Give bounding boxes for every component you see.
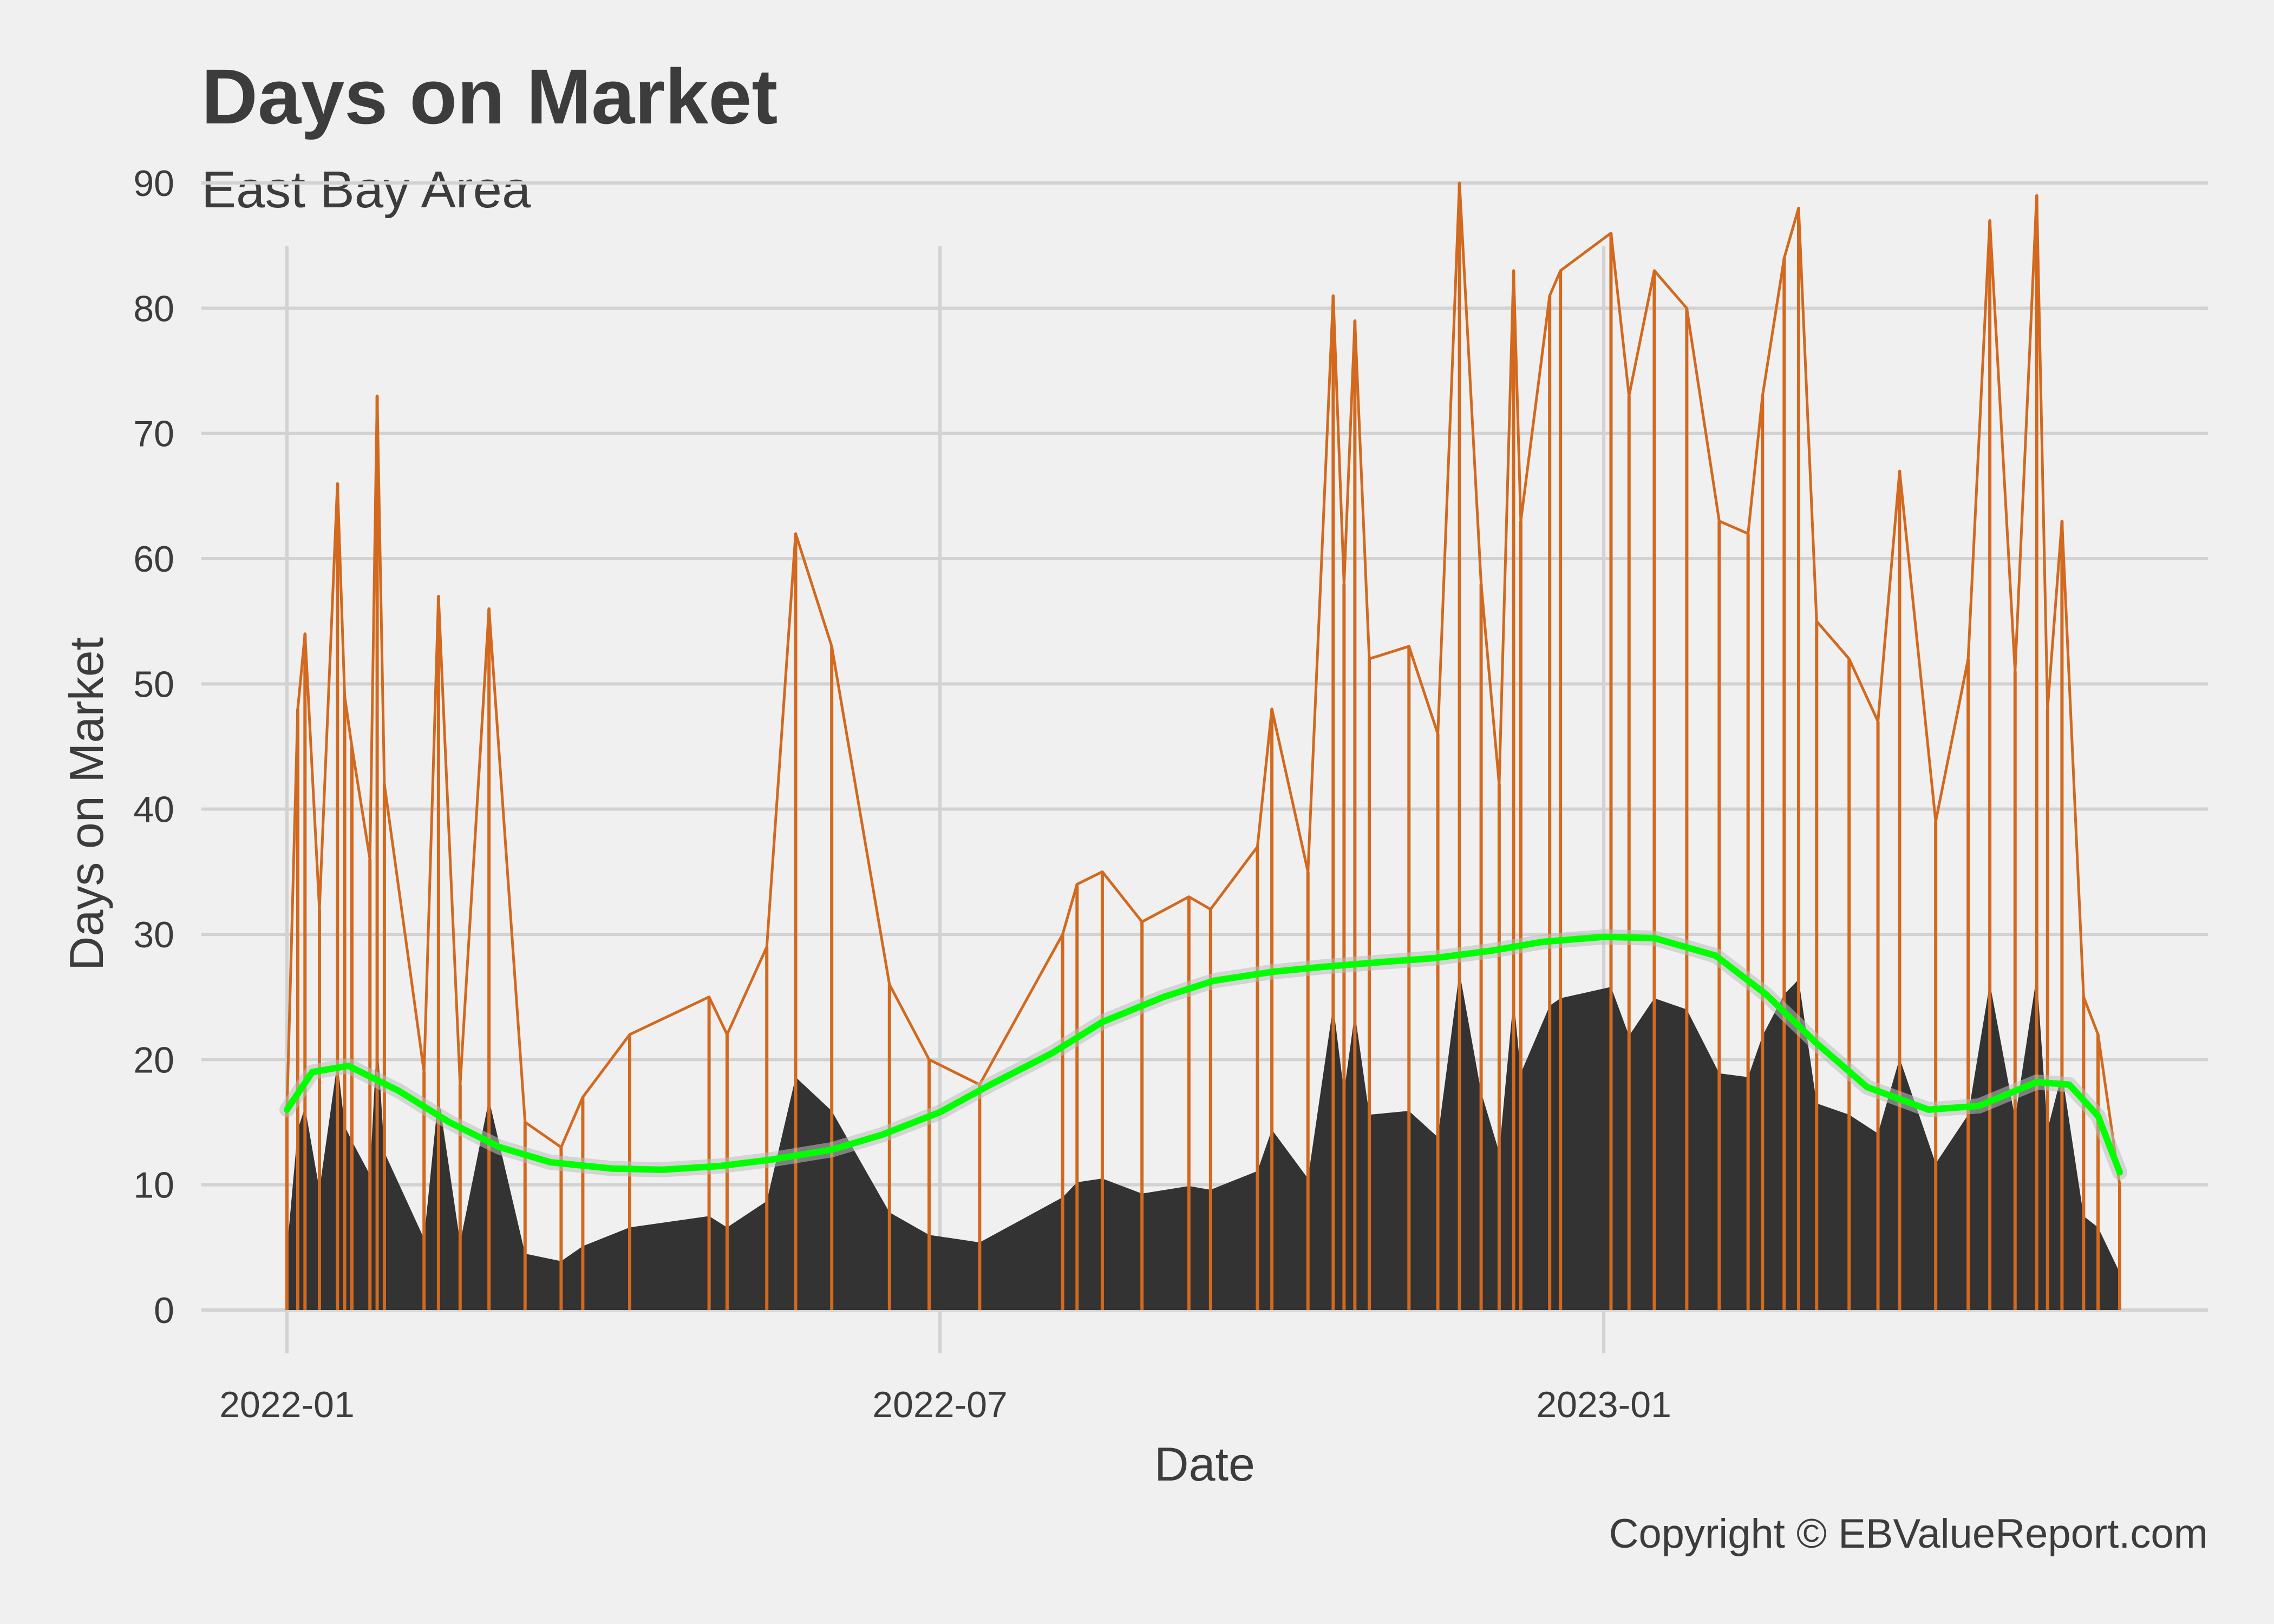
y-tick-label: 0 xyxy=(154,1290,174,1331)
series-line xyxy=(285,181,2121,1186)
smooth-trend xyxy=(279,929,2127,1180)
y-axis-title: Days on Market xyxy=(60,637,113,971)
y-tick-label: 70 xyxy=(133,414,174,455)
y-tick-label: 60 xyxy=(133,539,174,580)
y-tick-label: 90 xyxy=(133,163,174,204)
y-axis: 0 10 20 30 40 50 60 70 80 90 xyxy=(133,163,174,1331)
trend-line xyxy=(284,933,2123,1176)
copyright-caption: Copyright © EBValueReport.com xyxy=(1609,1511,2208,1557)
chart-subtitle: East Bay Area xyxy=(201,161,531,219)
y-tick-label: 50 xyxy=(133,664,174,705)
chart-title: Days on Market xyxy=(201,53,778,140)
y-tick-label: 20 xyxy=(133,1039,174,1081)
raw-series xyxy=(285,181,2121,1310)
x-axis-title: Date xyxy=(1154,1437,1255,1491)
grid xyxy=(201,181,2208,1353)
series-area xyxy=(287,972,2120,1310)
x-axis: 2022-01 2022-07 2023-01 xyxy=(219,1384,1671,1425)
x-tick-label: 2022-07 xyxy=(872,1384,1008,1425)
raw-series-area xyxy=(287,972,2120,1310)
x-tick-label: 2023-01 xyxy=(1536,1384,1671,1425)
y-tick-label: 10 xyxy=(133,1165,174,1206)
y-tick-label: 80 xyxy=(133,288,174,329)
y-tick-label: 30 xyxy=(133,914,174,955)
x-tick-label: 2022-01 xyxy=(219,1384,355,1425)
y-tick-label: 40 xyxy=(133,789,174,830)
